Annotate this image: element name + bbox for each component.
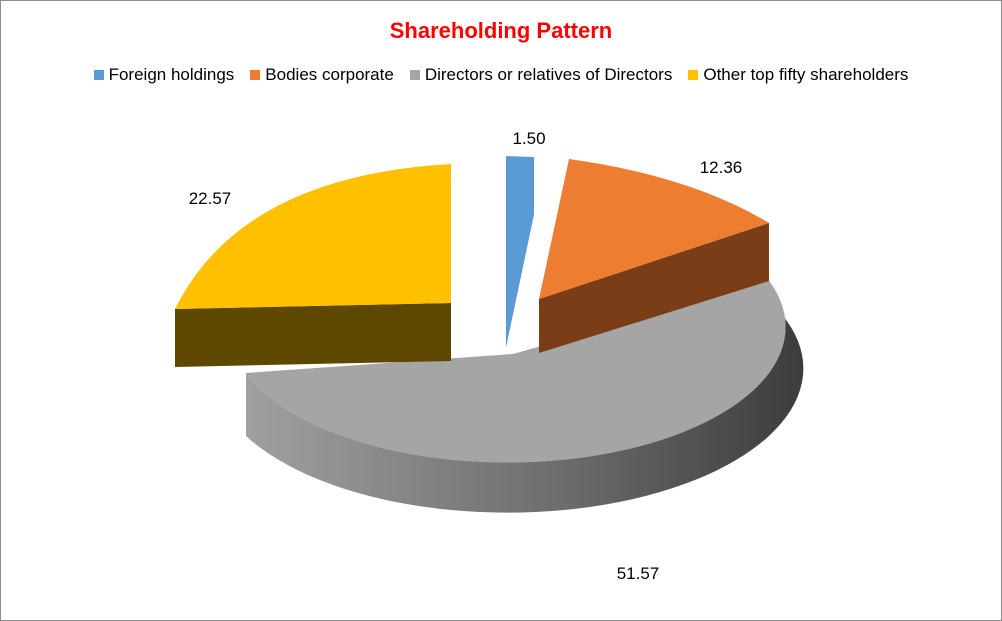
legend-swatch-bodies-corporate <box>250 70 261 80</box>
legend-item-bodies-corporate: Bodies corporate <box>250 65 394 85</box>
pie-slice-other-top-fifty-top <box>175 164 451 309</box>
legend-item-foreign-holdings: Foreign holdings <box>93 65 235 85</box>
legend-item-other-top-fifty: Other top fifty shareholders <box>688 65 908 85</box>
legend-label-directors: Directors or relatives of Directors <box>424 65 673 84</box>
pie-slice-directors-side <box>246 281 804 513</box>
pie-slice-bodies-corporate-side <box>539 223 769 353</box>
pie-slice-other-top-fifty <box>175 164 451 367</box>
data-label-bodies-corporate: 12.36 <box>700 158 743 177</box>
pie-slice-directors <box>246 281 804 513</box>
pie-slice-other-top-fifty-side <box>175 303 451 367</box>
pie-slice-bodies-corporate <box>539 159 769 353</box>
pie-slice-foreign-holdings <box>506 156 534 347</box>
pie-slice-bodies-corporate-top <box>539 159 769 299</box>
legend-item-directors: Directors or relatives of Directors <box>409 65 673 85</box>
legend-swatch-directors <box>409 70 420 80</box>
legend-swatch-foreign-holdings <box>93 70 104 80</box>
pie-slice-foreign-holdings-top <box>506 156 534 347</box>
legend-label-bodies-corporate: Bodies corporate <box>265 65 394 84</box>
pie-slice-directors-top <box>246 281 786 463</box>
legend-swatch-other-top-fifty <box>688 70 699 80</box>
chart-title: Shareholding Pattern <box>389 18 613 43</box>
legend: Foreign holdings Bodies corporate Direct… <box>1 65 1001 85</box>
data-label-directors: 51.57 <box>617 564 660 583</box>
legend-label-foreign-holdings: Foreign holdings <box>108 65 235 84</box>
legend-label-other-top-fifty: Other top fifty shareholders <box>703 65 909 84</box>
data-label-other-top-fifty: 22.57 <box>189 189 232 208</box>
data-label-foreign-holdings: 1.50 <box>512 129 545 148</box>
